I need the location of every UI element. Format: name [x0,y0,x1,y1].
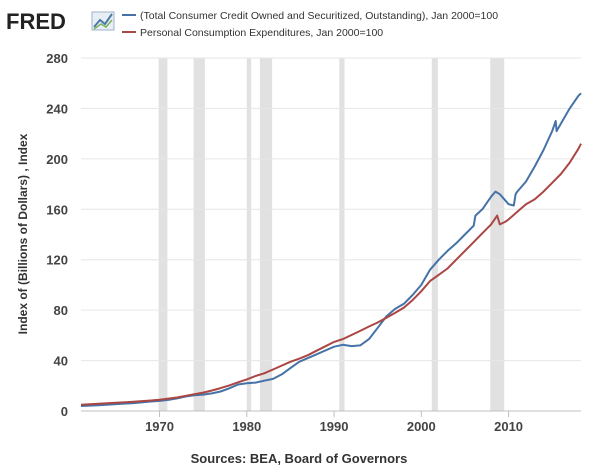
series-line-1 [80,143,582,406]
recession-bar [259,58,273,411]
fred-logo-text: FRED [6,9,66,34]
fred-logo[interactable]: FRED [6,9,115,34]
recession-bar [431,58,438,411]
x-tick-label: 1980 [232,419,261,434]
recession-bar [246,58,252,411]
x-axis: 1970 1980 1990 2000 2010 [145,411,523,434]
y-tick-label: 200 [46,152,68,167]
fred-chart-icon [91,11,115,31]
legend: (Total Consumer Credit Owned and Securit… [122,10,498,39]
series-lines [80,92,582,407]
x-tick-label: 2010 [494,419,523,434]
y-tick-label: 240 [46,101,68,116]
recession-bar [490,58,505,411]
y-axis: 0 40 80 120 160 200 240 280 [46,51,68,419]
y-axis-label: Index of (Billions of Dollars) , Index [16,133,30,334]
series-line-0 [80,92,582,407]
gridlines [81,57,581,412]
legend-label-1: Personal Consumption Expenditures, Jan 2… [140,27,383,39]
source-text: Sources: BEA, Board of Governors [191,451,408,466]
recession-bar [158,58,168,411]
x-tick-label: 2000 [407,419,436,434]
y-tick-label: 80 [54,303,68,318]
recession-bars [158,58,505,411]
y-tick-label: 280 [46,51,68,66]
y-tick-label: 160 [46,202,68,217]
y-tick-label: 0 [61,404,68,419]
x-tick-label: 1990 [320,419,349,434]
x-tick-label: 1970 [145,419,174,434]
recession-bar [193,58,205,411]
legend-label-0: (Total Consumer Credit Owned and Securit… [140,10,498,22]
y-tick-label: 40 [54,354,68,369]
recession-bar [339,58,345,411]
y-tick-label: 120 [46,253,68,268]
